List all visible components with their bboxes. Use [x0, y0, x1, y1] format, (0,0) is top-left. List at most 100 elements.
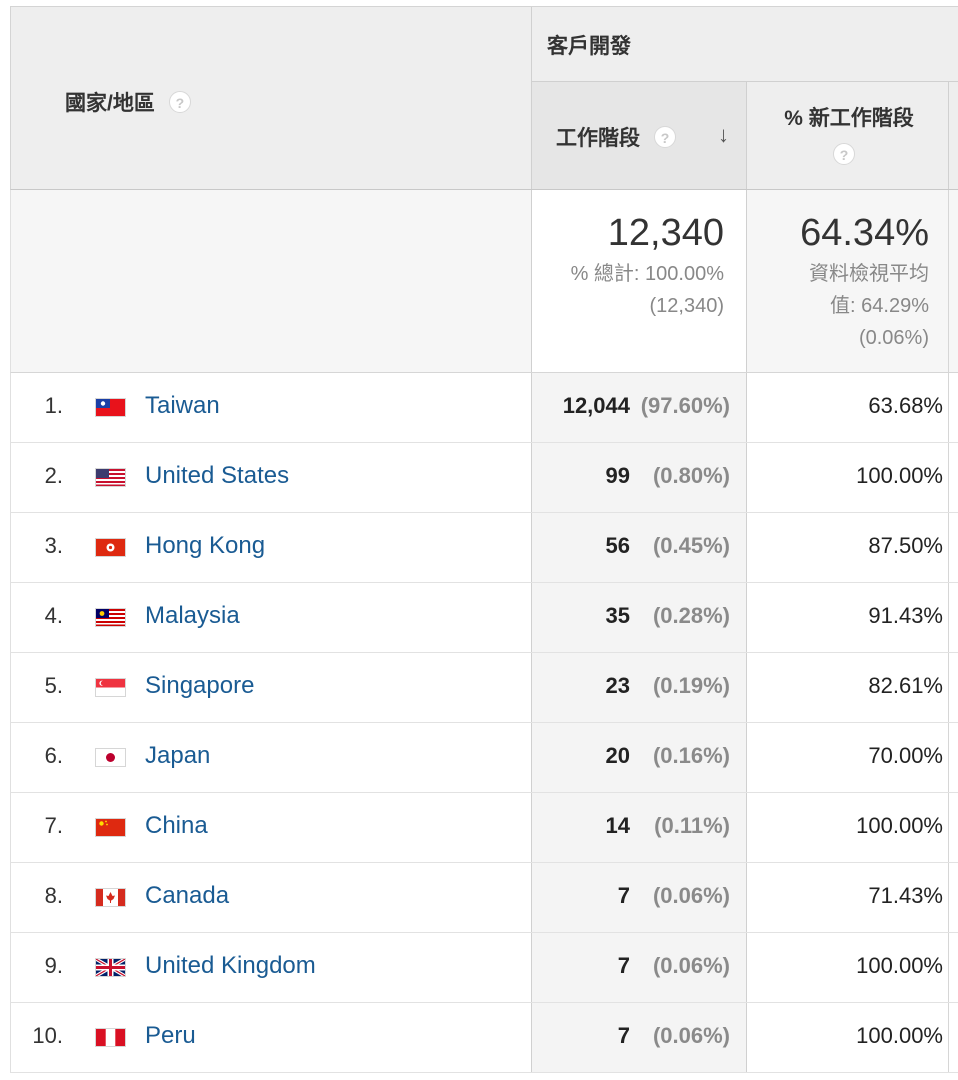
- sessions-cell: 7 (0.06%): [532, 933, 746, 1002]
- dimension-header[interactable]: 國家/地區 ?: [65, 87, 191, 117]
- column-divider: [948, 1003, 949, 1072]
- new-sessions-value: 70.00%: [868, 743, 943, 768]
- country-link[interactable]: Taiwan: [145, 392, 220, 419]
- new-sessions-cell: 70.00%: [747, 723, 951, 792]
- country-link[interactable]: Malaysia: [145, 602, 240, 629]
- column-divider: [948, 443, 949, 512]
- country-link[interactable]: Canada: [145, 882, 230, 909]
- sessions-cell: 35 (0.28%): [532, 583, 746, 652]
- sessions-percent: (0.16%): [652, 743, 730, 768]
- table-row: 3. Hong Kong 56 (0.45%) 87.50%: [10, 513, 958, 583]
- column-divider: [948, 793, 949, 862]
- row-index: 9.: [44, 953, 63, 978]
- column-divider: [948, 653, 949, 722]
- sessions-value: 20: [605, 743, 630, 768]
- new-sessions-avg-value: 值: 64.29%: [830, 295, 929, 317]
- country-link[interactable]: United Kingdom: [145, 952, 316, 979]
- sessions-value: 12,044: [562, 393, 630, 418]
- sessions-cell: 23 (0.19%): [532, 653, 746, 722]
- hong-kong-flag-icon: [95, 538, 126, 557]
- sessions-cell: 7 (0.06%): [532, 1003, 746, 1072]
- country-link[interactable]: Singapore: [145, 672, 255, 699]
- sessions-total-count: (12,340): [649, 295, 725, 317]
- column-divider: [948, 190, 949, 372]
- sessions-value: 35: [605, 603, 630, 628]
- column-divider: [746, 443, 747, 512]
- help-icon[interactable]: ?: [168, 91, 191, 113]
- table-row: 10. Peru 7 (0.06%) 100.00%: [10, 1003, 958, 1073]
- column-divider: [746, 373, 747, 442]
- sessions-percent: (0.19%): [652, 673, 730, 698]
- sessions-percent: (0.11%): [654, 813, 730, 838]
- column-divider: [746, 513, 747, 582]
- help-icon[interactable]: ?: [654, 126, 676, 148]
- japan-flag-icon: [95, 748, 126, 767]
- column-divider: [746, 933, 747, 1002]
- new-sessions-value: 100.00%: [856, 953, 943, 978]
- new-sessions-header-label: % 新工作階段: [784, 107, 914, 130]
- row-index: 7.: [44, 813, 63, 838]
- table-row: 8. Canada 7 (0.06%) 71.43%: [10, 863, 958, 933]
- table-row: 7. China 14 (0.11%) 100.00%: [10, 793, 958, 863]
- usa-flag-icon: [95, 468, 126, 487]
- country-link[interactable]: Japan: [145, 742, 211, 769]
- country-link[interactable]: Peru: [145, 1022, 196, 1049]
- sessions-cell: 7 (0.06%): [532, 863, 746, 932]
- country-link[interactable]: Hong Kong: [145, 532, 266, 559]
- canada-flag-icon: [95, 888, 126, 907]
- table-row: 6. Japan 20 (0.16%) 70.00%: [10, 723, 958, 793]
- column-divider: [531, 1003, 532, 1072]
- column-divider: [948, 513, 949, 582]
- column-divider: [746, 82, 747, 189]
- sessions-value: 56: [605, 533, 630, 558]
- column-divider: [531, 443, 532, 512]
- singapore-flag-icon: [95, 678, 126, 697]
- new-sessions-total-cell: 64.34% 資料檢視平均 值: 64.29% (0.06%): [747, 190, 951, 372]
- column-divider: [531, 793, 532, 862]
- column-divider: [746, 793, 747, 862]
- column-divider: [531, 653, 532, 722]
- new-sessions-cell: 63.68%: [747, 373, 951, 442]
- new-sessions-cell: 100.00%: [747, 443, 951, 512]
- new-sessions-cell: 82.61%: [747, 653, 951, 722]
- row-index: 6.: [44, 743, 63, 768]
- sessions-header-label: 工作階段: [556, 127, 640, 150]
- totals-row: 12,340 % 總計: 100.00% (12,340) 64.34% 資料檢…: [10, 190, 958, 373]
- help-icon[interactable]: ?: [833, 143, 855, 165]
- new-sessions-cell: 71.43%: [747, 863, 951, 932]
- table-body: 1. Taiwan 12,044 (97.60%) 63.68% 2.: [10, 373, 958, 1073]
- row-index: 1.: [44, 393, 63, 418]
- country-link[interactable]: China: [145, 812, 208, 839]
- column-divider: [531, 933, 532, 1002]
- sessions-total-cell: 12,340 % 總計: 100.00% (12,340): [532, 190, 746, 372]
- china-flag-icon: [95, 818, 126, 837]
- table-row: 9. United Kingdom 7 (0.06%) 100.00%: [10, 933, 958, 1003]
- row-index: 5.: [44, 673, 63, 698]
- row-index: 8.: [44, 883, 63, 908]
- new-sessions-value: 87.50%: [868, 533, 943, 558]
- new-sessions-avg-label: 資料檢視平均: [809, 263, 929, 285]
- new-sessions-column-header[interactable]: % 新工作階段 ?: [747, 82, 951, 189]
- column-divider: [531, 190, 532, 372]
- sessions-column-header[interactable]: 工作階段 ? ↓: [532, 82, 746, 189]
- row-index: 3.: [44, 533, 63, 558]
- peru-flag-icon: [95, 1028, 126, 1047]
- column-divider: [948, 863, 949, 932]
- table-header: 國家/地區 ? 客戶開發 工作階段 ? ↓ % 新工作階段 ?: [10, 6, 958, 190]
- column-divider: [948, 373, 949, 442]
- new-sessions-value: 91.43%: [868, 603, 943, 628]
- table-row: 4. Malaysia 35 (0.28%) 91.43%: [10, 583, 958, 653]
- column-divider: [746, 723, 747, 792]
- country-link[interactable]: United States: [145, 462, 290, 489]
- sessions-cell: 12,044 (97.60%): [532, 373, 746, 442]
- new-sessions-value: 100.00%: [856, 1023, 943, 1048]
- column-divider: [948, 723, 949, 792]
- sessions-cell: 56 (0.45%): [532, 513, 746, 582]
- new-sessions-cell: 100.00%: [747, 933, 951, 1002]
- malaysia-flag-icon: [95, 608, 126, 627]
- sort-descending-icon[interactable]: ↓: [718, 122, 729, 147]
- column-divider: [531, 373, 532, 442]
- sessions-percent: (0.06%): [652, 1023, 730, 1048]
- sessions-percent: (0.06%): [652, 883, 730, 908]
- sessions-cell: 14 (0.11%): [532, 793, 746, 862]
